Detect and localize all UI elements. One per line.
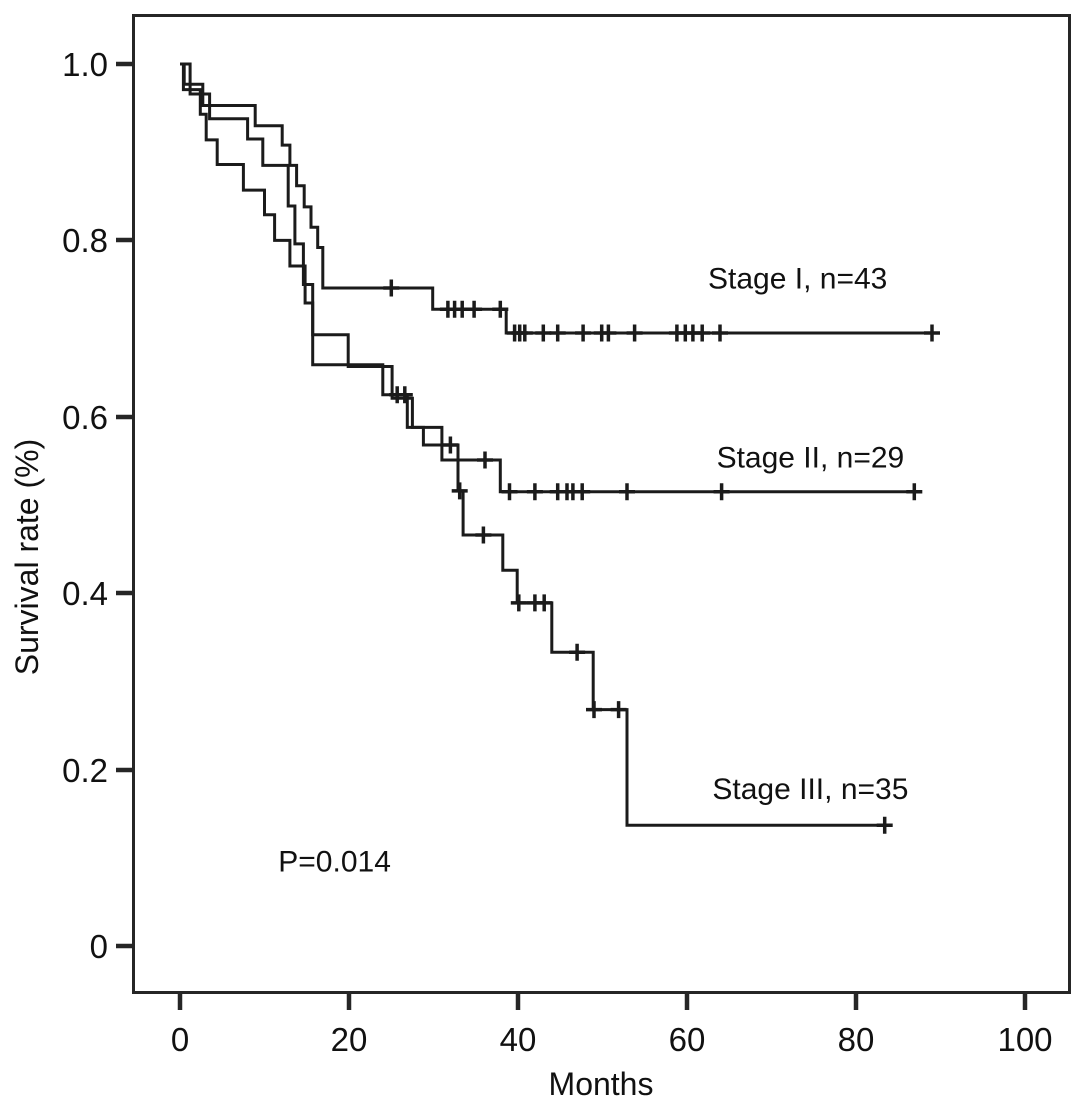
censor-mark-stage-1 — [466, 300, 483, 318]
x-tick-label: 20 — [331, 1021, 368, 1058]
censor-mark-stage-2 — [526, 483, 543, 501]
survival-curve-stage-1 — [180, 62, 935, 335]
censor-mark-stage-2 — [619, 483, 635, 501]
series-label-stage-3: Stage III, n=35 — [712, 773, 908, 806]
censor-mark-stage-3 — [510, 594, 527, 612]
series-label-stage-2: Stage II, n=29 — [717, 441, 905, 474]
x-axis-tick-labels: 0 20 40 60 80 100 — [171, 1021, 1053, 1058]
censor-mark-stage-2 — [501, 483, 518, 501]
y-tick-label: 0 — [90, 928, 108, 965]
censor-mark-stage-2 — [396, 386, 413, 404]
y-axis-title: Survival rate (%) — [9, 439, 45, 676]
censor-mark-stage-1 — [549, 324, 566, 342]
censor-mark-stage-3 — [475, 526, 492, 544]
censor-mark-stage-1 — [535, 324, 552, 342]
x-tick-label: 40 — [500, 1021, 537, 1058]
censor-mark-stage-3 — [876, 816, 893, 834]
x-tick-label: 60 — [669, 1021, 706, 1058]
censor-mark-stage-3 — [451, 482, 468, 500]
y-tick-label: 1.0 — [62, 46, 108, 83]
censor-mark-stage-1 — [575, 324, 592, 342]
y-tick-label: 0.8 — [62, 222, 108, 259]
censor-mark-stage-2 — [477, 451, 493, 469]
censor-mark-stage-2 — [713, 483, 730, 501]
y-axis-tick-labels: 1.0 0.8 0.6 0.4 0.2 0 — [62, 46, 108, 965]
censor-mark-stage-3 — [442, 436, 459, 454]
censor-mark-stage-1 — [712, 324, 728, 342]
censor-mark-stage-1 — [626, 324, 643, 342]
censor-mark-stage-3 — [610, 701, 627, 719]
censor-mark-stage-3 — [536, 594, 553, 612]
x-tick-label: 80 — [838, 1021, 875, 1058]
series-label-stage-1: Stage I, n=43 — [708, 262, 887, 295]
x-tick-label: 0 — [171, 1021, 189, 1058]
y-axis-ticks — [116, 61, 133, 949]
plot-frame — [132, 14, 1071, 994]
x-axis-title: Months — [549, 1066, 654, 1102]
censor-mark-stage-1 — [600, 324, 617, 342]
censor-mark-stage-1 — [924, 324, 940, 342]
y-tick-label: 0.2 — [62, 752, 108, 789]
censor-mark-stage-3 — [586, 701, 602, 719]
curves-layer: Stage I, n=43 Stage II, n=29 Stage III, n=… — [180, 62, 940, 878]
censor-mark-stage-1 — [492, 300, 509, 318]
x-tick-label: 100 — [997, 1021, 1052, 1058]
x-axis-ticks — [177, 993, 1028, 1010]
censor-mark-stage-2 — [906, 483, 923, 501]
survival-curve-stage-2 — [180, 62, 921, 494]
censor-mark-stage-1 — [383, 279, 400, 297]
censor-mark-stage-1 — [516, 324, 533, 342]
censor-mark-stage-1 — [694, 324, 711, 342]
p-value-annotation: P=0.014 — [278, 845, 391, 878]
censor-mark-stage-3 — [569, 643, 586, 661]
y-tick-label: 0.6 — [62, 399, 108, 436]
censor-mark-stage-2 — [574, 483, 591, 501]
y-tick-label: 0.4 — [62, 575, 108, 612]
